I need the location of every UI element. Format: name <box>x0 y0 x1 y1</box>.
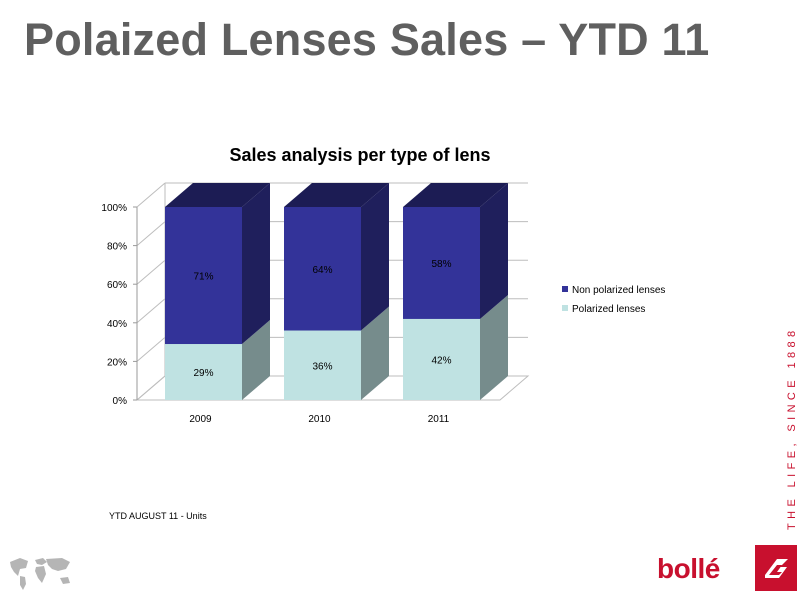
x-axis: 2009 2010 2011 <box>189 414 449 425</box>
x-tick-label: 2009 <box>189 414 212 425</box>
brand-tagline: THE LIFE, SINCE 1888 <box>786 326 798 530</box>
bar-2010-polarized-side <box>361 306 389 400</box>
bar-2010-top <box>284 183 389 207</box>
brand-logo-text: bollé <box>657 553 720 584</box>
y-tick-label: 0% <box>113 396 128 407</box>
x-tick-label: 2011 <box>428 414 450 425</box>
bar-2011-polarized-side <box>480 294 508 400</box>
chart-bars <box>165 183 508 400</box>
bar-2009-polarized-side <box>242 320 270 400</box>
y-tick-label: 80% <box>107 242 127 253</box>
brand-logo-icon <box>755 545 797 591</box>
legend-swatch <box>562 286 568 292</box>
gridline-side <box>136 298 166 324</box>
gridline-side <box>136 221 166 246</box>
chart-legend: Non polarized lenses Polarized lenses <box>562 285 665 315</box>
bar-2010-non-polarized-side <box>361 183 389 331</box>
bar-2011-non-polarized-side <box>480 183 508 319</box>
data-label: 64% <box>312 265 332 276</box>
data-label: 42% <box>431 355 451 366</box>
bar-2010-non-polarized <box>284 207 361 331</box>
chart-floor <box>135 375 530 401</box>
chart-title: Sales analysis per type of lens <box>229 145 491 165</box>
world-map-icon <box>10 558 70 590</box>
gridline-side <box>136 259 166 285</box>
y-tick-label: 60% <box>107 280 127 291</box>
legend-swatch <box>562 305 568 311</box>
y-tick-label: 20% <box>107 357 127 368</box>
bar-2009-top <box>165 183 270 207</box>
gridline-side <box>136 337 166 362</box>
data-label: 36% <box>312 361 332 372</box>
data-label: 58% <box>431 259 451 270</box>
bar-2010-polarized <box>284 330 361 400</box>
footnote: YTD AUGUST 11 - Units <box>109 511 207 521</box>
chart-data-labels: 29% 71% 36% 64% 42% 58% <box>193 259 451 379</box>
legend-label: Non polarized lenses <box>572 285 665 296</box>
floor-outline <box>135 375 530 401</box>
bar-2011-non-polarized <box>403 207 480 319</box>
bar-2009-polarized <box>165 344 242 400</box>
bar-2011-polarized <box>403 318 480 400</box>
bar-2009-non-polarized-side <box>242 183 270 345</box>
y-axis: 0% 20% 40% 60% 80% 100% <box>101 203 138 407</box>
gridline-side <box>136 182 166 208</box>
legend-label: Polarized lenses <box>572 304 645 315</box>
y-tick-label: 100% <box>101 203 127 214</box>
bar-2009-non-polarized <box>165 207 242 345</box>
data-label: 71% <box>193 272 213 283</box>
data-label: 29% <box>193 368 213 379</box>
bar-2011-top <box>403 183 508 207</box>
slide-title: Polaized Lenses Sales – YTD 11 <box>24 14 710 65</box>
y-tick-label: 40% <box>107 319 127 330</box>
x-tick-label: 2010 <box>308 414 331 425</box>
